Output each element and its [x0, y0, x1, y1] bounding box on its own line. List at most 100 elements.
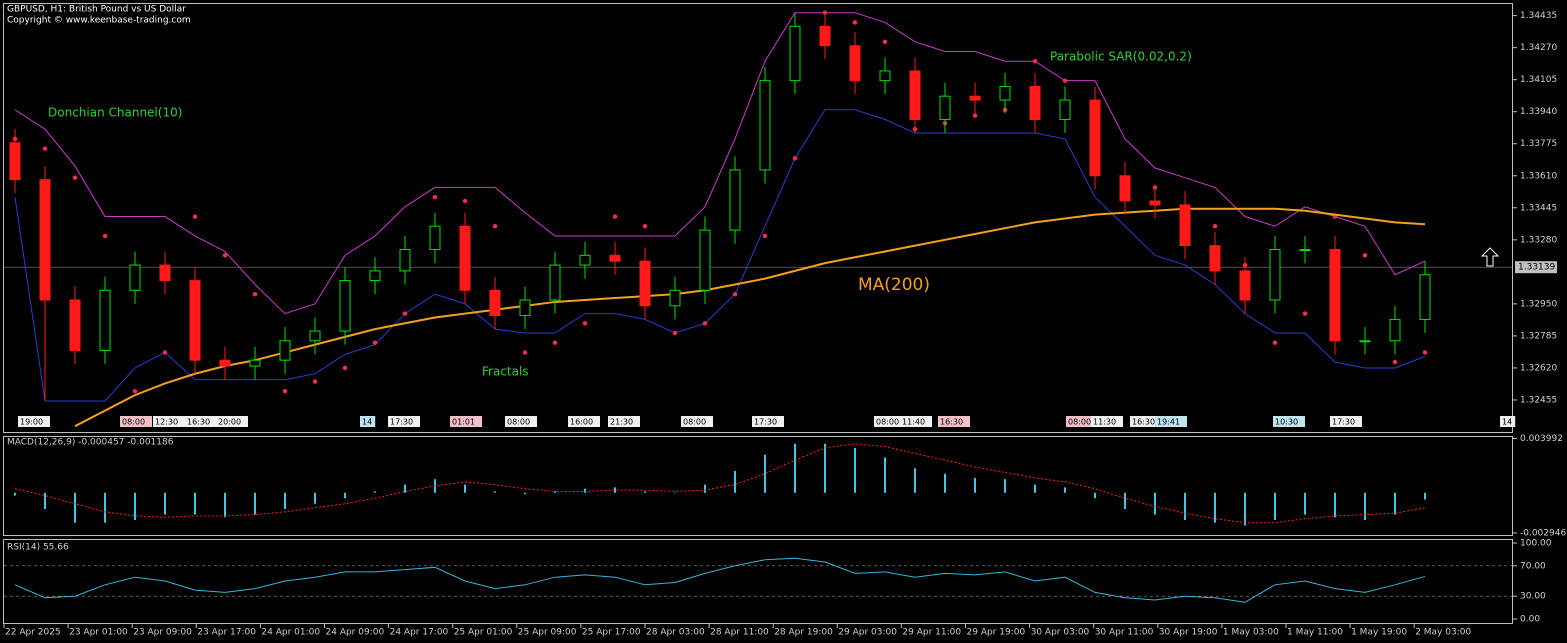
candle-body [1209, 245, 1221, 272]
candle-body [339, 280, 351, 332]
candle-body [399, 249, 411, 272]
y-tick-label: 1.32455 [1520, 395, 1557, 405]
sar-dot [432, 194, 438, 200]
event-label: 11:40 [902, 418, 925, 427]
event-label: 16:30 [187, 418, 210, 427]
sar-dot [372, 340, 378, 345]
y-tick-label: 1.34105 [1520, 75, 1557, 85]
candle-body [99, 289, 111, 351]
sar-dot [1272, 340, 1278, 345]
candle-body [1119, 175, 1131, 202]
event-label-box [388, 416, 420, 427]
candle-body [1149, 200, 1161, 206]
price-pane [3, 3, 1513, 433]
macd-bar [764, 454, 766, 493]
event-label: 08:00 [683, 418, 706, 427]
sar-dot [342, 365, 348, 371]
x-tick-label: 1 May 19:00 [1351, 628, 1407, 638]
macd-bar [464, 484, 466, 493]
macd-bar [944, 473, 946, 493]
event-label-box [938, 416, 970, 427]
x-tick-label: 25 Apr 09:00 [518, 628, 577, 638]
macd-bar [374, 491, 376, 493]
candle-body [129, 264, 141, 291]
macd-bar [284, 492, 286, 510]
candle-body [759, 80, 771, 171]
y-tick-label: 1.33610 [1520, 171, 1557, 181]
sar-dot [852, 20, 858, 25]
candle-body [1419, 274, 1431, 320]
macd-bar [1364, 492, 1366, 521]
macd-bar [1304, 492, 1306, 515]
y-tick-label: 1.33940 [1520, 107, 1557, 117]
x-tick-label: 22 Apr 2025 [5, 628, 61, 638]
macd-bar [734, 471, 736, 493]
last-price-label: 1.33139 [1518, 263, 1555, 273]
event-label: 17:30 [754, 418, 777, 427]
candle-body [279, 340, 291, 361]
x-tick-label: 24 Apr 09:00 [326, 628, 385, 638]
candle-body [189, 280, 201, 361]
macd-bar [704, 484, 706, 493]
macd-bar [1394, 492, 1396, 515]
macd-bar [344, 492, 346, 499]
x-tick-label: 30 Apr 11:00 [1095, 628, 1154, 638]
overlay-label: Parabolic SAR(0.02,0.2) [1050, 50, 1192, 64]
event-label: 16:30 [1132, 418, 1155, 427]
event-label-box [360, 416, 376, 427]
arrow-icon [1480, 247, 1500, 267]
last-price-box [1515, 261, 1557, 274]
sar-dot [672, 330, 678, 336]
macd-bar [644, 491, 646, 493]
candle-body [789, 25, 801, 82]
macd-bar [1094, 492, 1096, 499]
sar-dot [522, 350, 528, 355]
macd-bar [1064, 487, 1066, 493]
candle-body [9, 142, 21, 181]
sar-dot [702, 321, 708, 326]
macd-bar [224, 492, 226, 518]
y-tick-label: 30.00 [1520, 592, 1546, 602]
macd-bar [1034, 484, 1036, 493]
sar-dot [642, 224, 648, 229]
macd-bar [554, 491, 556, 493]
event-label-box [450, 416, 482, 427]
candle-body [939, 95, 951, 120]
sar-dot [1302, 311, 1308, 316]
event-label-box [1330, 416, 1362, 427]
sar-dot [1362, 253, 1368, 258]
event-label-box [185, 416, 217, 427]
event-label-box [120, 416, 152, 427]
rsi-title: RSI(14) 55.66 [7, 543, 69, 553]
event-label: 19:00 [20, 418, 43, 427]
sar-dot [972, 113, 978, 118]
x-tick-label: 24 Apr 17:00 [390, 628, 449, 638]
y-tick-label: 70.00 [1520, 561, 1546, 571]
candle-body [519, 299, 531, 317]
event-label-box [1500, 416, 1516, 427]
candle-body [879, 70, 891, 82]
macd-bar [1214, 492, 1216, 523]
y-tick-label: -0.002946 [1520, 528, 1566, 538]
overlay-label: MA(200) [858, 275, 930, 295]
macd-bar [824, 443, 826, 493]
event-label-box [568, 416, 600, 427]
y-tick-label: 1.32950 [1520, 299, 1557, 309]
event-label: 11:30 [1093, 418, 1116, 427]
annotation: Fractals [482, 365, 529, 379]
candle-body [729, 169, 741, 231]
sar-dot [1212, 224, 1218, 229]
event-label: 12:30 [155, 418, 178, 427]
signal-line [14, 443, 1426, 524]
y-tick-label: 1.33445 [1520, 203, 1557, 213]
candle-body [639, 260, 651, 307]
candle-body [1059, 99, 1071, 120]
y-tick-label: 0.003992 [1520, 434, 1563, 444]
sar-dot [42, 146, 48, 151]
event-label: 16:30 [940, 418, 963, 427]
event-label: 14 [1502, 418, 1512, 427]
macd-bar [314, 492, 316, 504]
macd-bar [524, 492, 526, 495]
sar-dot [1392, 359, 1398, 365]
